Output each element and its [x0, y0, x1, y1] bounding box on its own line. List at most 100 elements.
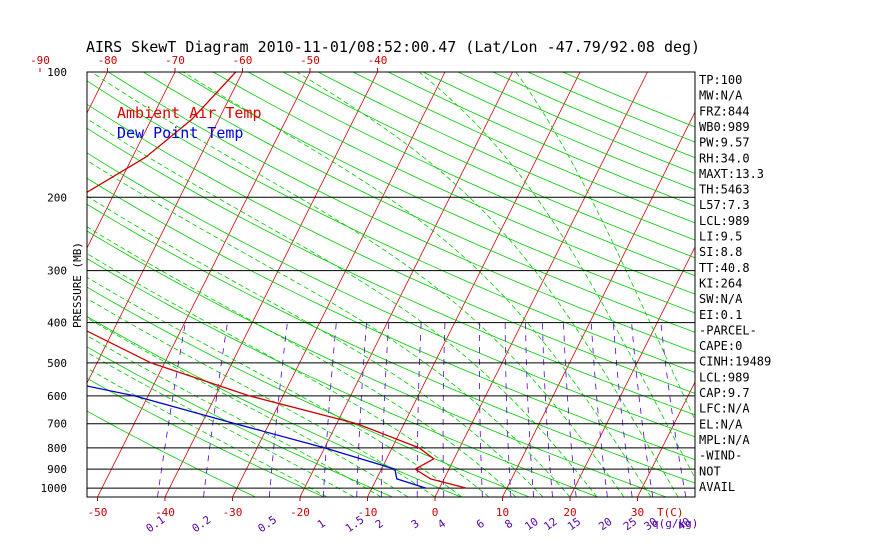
index-label: TP:100: [699, 73, 742, 87]
y-tick-label: 100: [47, 66, 67, 79]
index-label: FRZ:844: [699, 104, 750, 118]
mixing-ratio-line: [612, 322, 633, 497]
index-label: EI:0.1: [699, 308, 742, 322]
mixing-ratio-line: [631, 322, 654, 497]
dry-adiabat-line: [143, 72, 695, 333]
dry-adiabat-line: [87, 127, 695, 416]
isotherm-line: [87, 72, 108, 114]
dry-adiabat-line: [213, 72, 695, 295]
dry-adiabat-line: [87, 80, 695, 373]
isotherm-line: [87, 72, 176, 249]
mixing-ratio-label: 20: [596, 515, 614, 533]
mixing-ratio-label: 3: [409, 517, 422, 531]
isotherm-line: [97, 72, 311, 497]
index-label: CAP:9.7: [699, 386, 750, 400]
dry-adiabat-line: [422, 72, 695, 191]
moist-adiabat-line: [87, 335, 382, 497]
mixing-ratio-line: [479, 322, 483, 497]
dry-adiabat-line: [248, 72, 695, 277]
index-label: LCL:989: [699, 214, 750, 228]
isotherm-line: [87, 72, 243, 384]
mixing-ratio-label: 0.2: [190, 513, 214, 535]
dry-adiabat-line: [108, 72, 695, 353]
plot-frame: [86, 71, 696, 498]
dry-adiabat-line: [352, 72, 695, 224]
index-label: -PARCEL-: [699, 323, 757, 337]
x-tick-label: -30: [223, 506, 243, 519]
chart-title: AIRS SkewT Diagram 2010-11-01/08:52:00.4…: [86, 38, 700, 56]
mixing-ratio-label: 25: [621, 515, 639, 533]
y-tick-label: 300: [47, 265, 67, 278]
y-axis-label: PRESSURE (MB): [71, 242, 84, 328]
moist-adiabat-line: [87, 159, 571, 497]
moist-adiabat-line: [87, 253, 490, 497]
index-label: KI:264: [699, 276, 742, 290]
moist-adiabat-line: [87, 226, 517, 497]
moist-adiabat-line: [182, 72, 652, 497]
dry-adiabat-line: [87, 377, 325, 497]
plot-grid: [87, 72, 870, 497]
mixing-ratio-line: [268, 322, 288, 497]
index-label: NOT: [699, 464, 721, 478]
moist-adiabat-line: [87, 298, 436, 497]
dry-adiabat-line: [87, 152, 695, 438]
mixing-ratio-label: 6: [474, 517, 487, 531]
mixing-ratio-label: 2: [373, 517, 386, 531]
y-tick-label: 400: [47, 317, 67, 330]
isotherm-line: [502, 111, 695, 497]
x-tick-label: -40: [155, 506, 175, 519]
moist-adiabat-line: [418, 72, 695, 479]
mixing-ratio-label: 4: [435, 517, 448, 532]
x-axis-unit: T(C): [657, 506, 684, 519]
axes: -50-40-30-20-100102030T(C)-120-110-100-9…: [30, 54, 698, 535]
x-tick-label: 0: [432, 506, 439, 519]
mixing-ratio-line: [660, 322, 687, 497]
moist-adiabat-line: [91, 72, 625, 497]
x-top-tick-label: -80: [98, 54, 118, 67]
profile-series: [87, 72, 467, 489]
index-label: LCL:989: [699, 370, 750, 384]
x-tick-label: -50: [88, 506, 108, 519]
isotherm-line: [773, 72, 870, 497]
index-label: LI:9.5: [699, 230, 742, 244]
isotherm-line: [637, 381, 695, 497]
y-tick-label: 200: [47, 191, 67, 204]
mixing-ratio-label: 0.5: [255, 513, 279, 535]
isotherm-line: [569, 246, 695, 497]
mixing-ratio-label: 1: [315, 517, 328, 531]
dry-adiabat-line: [317, 72, 695, 241]
index-label: WB0:989: [699, 120, 750, 134]
mixing-ratio-line: [541, 322, 553, 497]
x-top-tick-label: -70: [165, 54, 185, 67]
moist-adiabat-line: [296, 72, 679, 497]
mixing-ratio-line: [157, 322, 186, 497]
mixing-ratio-unit: q(g/kg): [652, 517, 698, 530]
ambient-temp-line: [87, 72, 467, 489]
dry-adiabat-line: [457, 72, 695, 174]
index-label: PW:9.57: [699, 136, 750, 150]
mixing-ratio-label: 10: [522, 515, 540, 533]
isotherm-line: [164, 72, 378, 497]
dew-point-line: [87, 385, 427, 489]
mixing-ratio-line: [504, 322, 512, 497]
index-label: EL:N/A: [699, 417, 743, 431]
dry-adiabat-line: [87, 258, 598, 497]
index-label: SI:8.8: [699, 245, 742, 259]
y-tick-label: 700: [47, 418, 67, 431]
x-tick-label: -10: [358, 506, 378, 519]
dry-adiabat-line: [387, 72, 695, 207]
mixing-ratio-label: 12: [541, 515, 559, 533]
moist-adiabat-line: [87, 195, 544, 497]
mixing-ratio-label: 30: [642, 515, 660, 533]
index-label: -WIND-: [699, 449, 742, 463]
x-top-tick-label: -60: [233, 54, 253, 67]
legend-dew-point-temp: Dew Point Temp: [117, 124, 243, 142]
dry-adiabat-line: [282, 72, 695, 259]
isotherm-line: [434, 72, 648, 497]
index-label: SW:N/A: [699, 292, 743, 306]
index-label: LFC:N/A: [699, 402, 750, 416]
dry-adiabat-line: [87, 286, 530, 497]
y-tick-label: 500: [47, 357, 67, 370]
dry-adiabat-line: [87, 230, 667, 497]
